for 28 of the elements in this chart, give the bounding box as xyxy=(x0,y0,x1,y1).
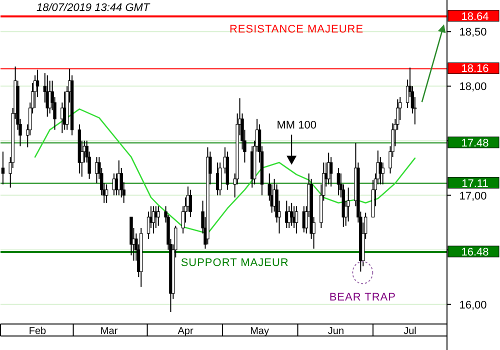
y-tick-label: 17,00 xyxy=(459,190,487,202)
ref-line-label: 18.64 xyxy=(461,10,489,23)
ref-line-label: 17.48 xyxy=(461,137,489,150)
candlestick xyxy=(290,202,294,226)
annotation: RESISTANCE MAJEURE xyxy=(229,23,364,36)
x-tick-label: Jun xyxy=(328,326,344,337)
y-tick-label: 18,50 xyxy=(459,26,487,39)
x-tick-label: Apr xyxy=(178,326,194,337)
annotation: 18/07/2019 13:44 GMT xyxy=(36,2,151,14)
candlestick xyxy=(188,189,192,218)
annotation: MM 100 xyxy=(276,120,316,132)
candlestick xyxy=(218,162,222,196)
ref-line-label: 16.48 xyxy=(461,246,489,258)
y-tick-label: 18,00 xyxy=(459,81,487,94)
ref-line-label: 18.16 xyxy=(461,63,489,76)
candlestick xyxy=(329,156,333,188)
x-tick-label: Feb xyxy=(28,326,47,337)
candlestick xyxy=(1,151,5,185)
ref-line-label: 17.11 xyxy=(462,178,488,190)
x-tick-label: Jul xyxy=(404,326,416,337)
y-tick-label: 16,00 xyxy=(459,299,487,312)
candlestick xyxy=(336,168,340,196)
annotation: BEAR TRAP xyxy=(329,292,396,304)
annotation: SUPPORT MAJEUR xyxy=(180,257,289,269)
x-tick-label: Mar xyxy=(100,326,118,337)
candlestick xyxy=(156,206,160,226)
x-tick-label: May xyxy=(250,326,269,337)
candlestick xyxy=(294,206,298,234)
